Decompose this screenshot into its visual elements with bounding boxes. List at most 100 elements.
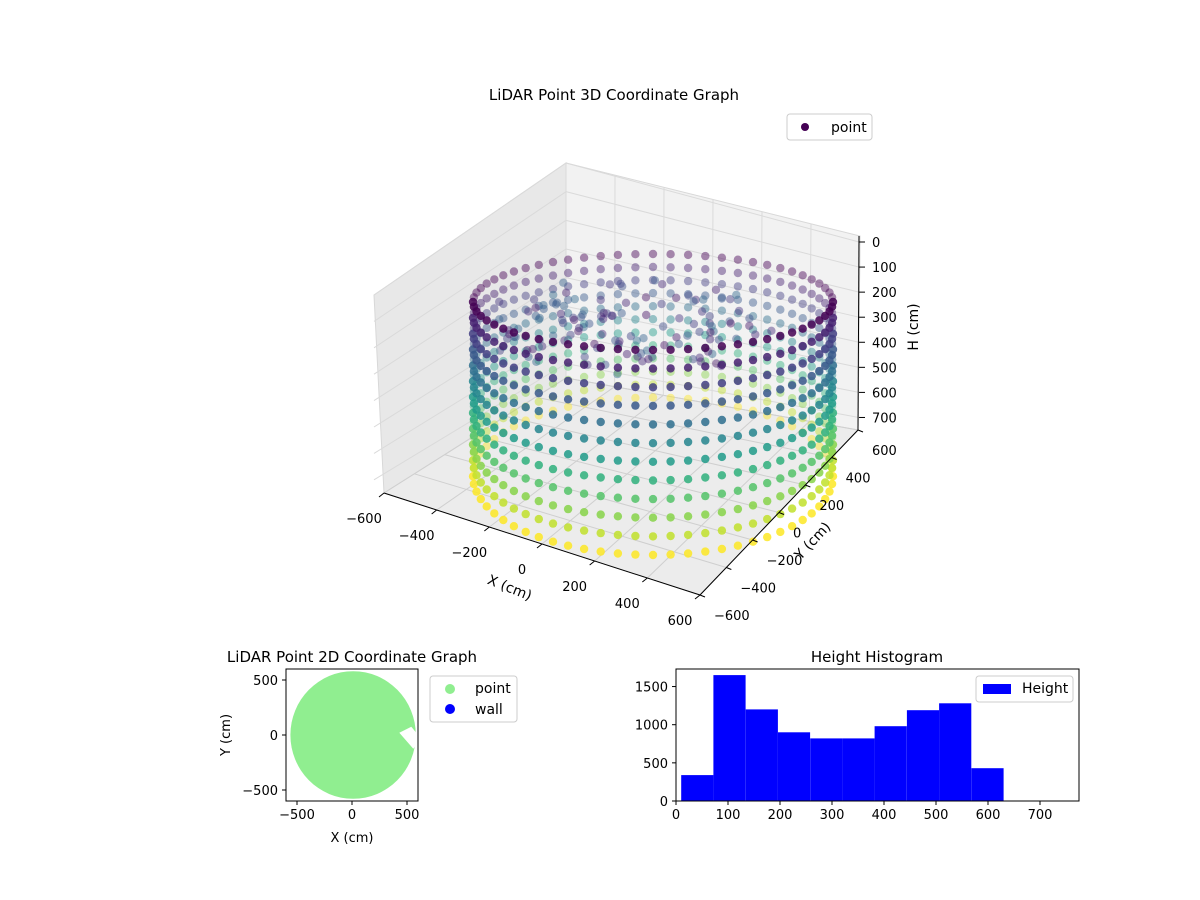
point-marker bbox=[579, 379, 589, 388]
point-marker bbox=[666, 393, 675, 403]
point-marker bbox=[787, 408, 797, 417]
point-marker bbox=[499, 394, 508, 403]
point-marker bbox=[821, 461, 830, 470]
point-marker bbox=[631, 401, 640, 410]
point-marker bbox=[563, 282, 573, 291]
point-marker bbox=[596, 251, 605, 261]
point-marker bbox=[683, 363, 693, 372]
point-marker bbox=[807, 406, 816, 415]
tick-label-y-2d: −500 bbox=[242, 784, 278, 799]
point-marker bbox=[482, 468, 491, 477]
grid-line-z-left bbox=[373, 363, 567, 481]
point-marker bbox=[699, 295, 708, 304]
point-marker bbox=[733, 309, 743, 318]
point-marker bbox=[563, 395, 573, 404]
point-marker bbox=[717, 471, 727, 480]
point-marker bbox=[683, 437, 693, 447]
point-marker bbox=[787, 398, 797, 408]
point-marker bbox=[509, 522, 519, 531]
legend-point-label: point bbox=[831, 120, 867, 136]
point-marker bbox=[717, 342, 727, 351]
chart-2d-title: LiDAR Point 2D Coordinate Graph bbox=[227, 648, 477, 666]
point-marker bbox=[776, 360, 785, 370]
point-marker bbox=[534, 260, 543, 270]
point-marker bbox=[683, 475, 693, 484]
legend-2d: point wall bbox=[429, 675, 518, 723]
legend-wall-label-2d: wall bbox=[475, 702, 503, 718]
point-marker bbox=[717, 293, 727, 302]
y-axis-label-2d: Y (cm) bbox=[219, 714, 234, 757]
point-marker bbox=[807, 337, 816, 346]
point-marker bbox=[482, 366, 491, 376]
point-marker bbox=[490, 289, 499, 299]
point-marker bbox=[548, 331, 558, 340]
point-marker bbox=[613, 355, 623, 364]
tick-y bbox=[699, 594, 706, 598]
point-marker bbox=[701, 291, 710, 300]
point-marker bbox=[499, 341, 508, 351]
point-marker bbox=[495, 315, 504, 324]
tick-label-z: 500 bbox=[872, 361, 897, 376]
point-marker bbox=[613, 303, 623, 312]
grid-line-z-left bbox=[373, 191, 567, 322]
tick-y bbox=[778, 512, 785, 515]
point-marker bbox=[613, 475, 623, 484]
point-marker bbox=[499, 385, 508, 394]
point-marker bbox=[490, 304, 499, 313]
point-marker bbox=[763, 442, 772, 452]
point-marker bbox=[548, 446, 558, 456]
point-marker bbox=[482, 485, 491, 494]
point-marker bbox=[815, 400, 824, 410]
point-marker bbox=[714, 335, 724, 344]
point-marker bbox=[733, 322, 743, 331]
tick-x bbox=[484, 526, 490, 532]
point-marker bbox=[821, 395, 830, 404]
point-marker bbox=[476, 361, 485, 371]
point-marker bbox=[798, 341, 807, 351]
point-marker bbox=[490, 354, 499, 364]
point-marker bbox=[733, 402, 743, 411]
point-marker bbox=[607, 311, 616, 320]
point-marker bbox=[534, 397, 543, 406]
grid-line-wall bbox=[662, 187, 665, 396]
point-marker bbox=[763, 424, 772, 434]
point-marker bbox=[683, 512, 693, 521]
point-marker bbox=[748, 374, 758, 383]
point-marker bbox=[647, 352, 657, 362]
point-marker bbox=[631, 494, 640, 503]
point-marker bbox=[683, 303, 693, 312]
point-marker bbox=[701, 265, 710, 274]
point-marker bbox=[683, 316, 693, 325]
point-marker bbox=[776, 319, 785, 328]
point-marker bbox=[763, 329, 772, 338]
point-marker bbox=[648, 275, 658, 285]
point-marker bbox=[701, 510, 710, 519]
point-marker bbox=[563, 255, 573, 264]
point-marker bbox=[745, 321, 754, 330]
point-marker bbox=[482, 316, 491, 325]
point-marker bbox=[798, 299, 807, 309]
point-marker bbox=[807, 389, 816, 398]
point-marker bbox=[683, 250, 693, 260]
tick-label-z: 700 bbox=[872, 411, 897, 426]
point-marker bbox=[648, 249, 658, 259]
point-marker bbox=[509, 398, 519, 408]
tick-label-z: 100 bbox=[872, 261, 897, 276]
point-marker bbox=[666, 531, 675, 541]
point-marker bbox=[596, 491, 605, 501]
point-marker bbox=[482, 279, 491, 288]
point-marker bbox=[717, 294, 726, 303]
point-marker bbox=[787, 295, 797, 304]
point-marker bbox=[617, 309, 626, 318]
tick-label-x: 600 bbox=[668, 614, 693, 629]
point-marker bbox=[472, 421, 481, 431]
point-marker bbox=[825, 487, 834, 496]
point-marker bbox=[648, 302, 658, 311]
point-marker bbox=[472, 487, 481, 496]
point-marker bbox=[579, 386, 589, 395]
tick-label-z: 400 bbox=[872, 336, 897, 351]
point-marker bbox=[528, 344, 537, 354]
point-marker bbox=[763, 334, 772, 344]
point-marker bbox=[613, 316, 623, 325]
